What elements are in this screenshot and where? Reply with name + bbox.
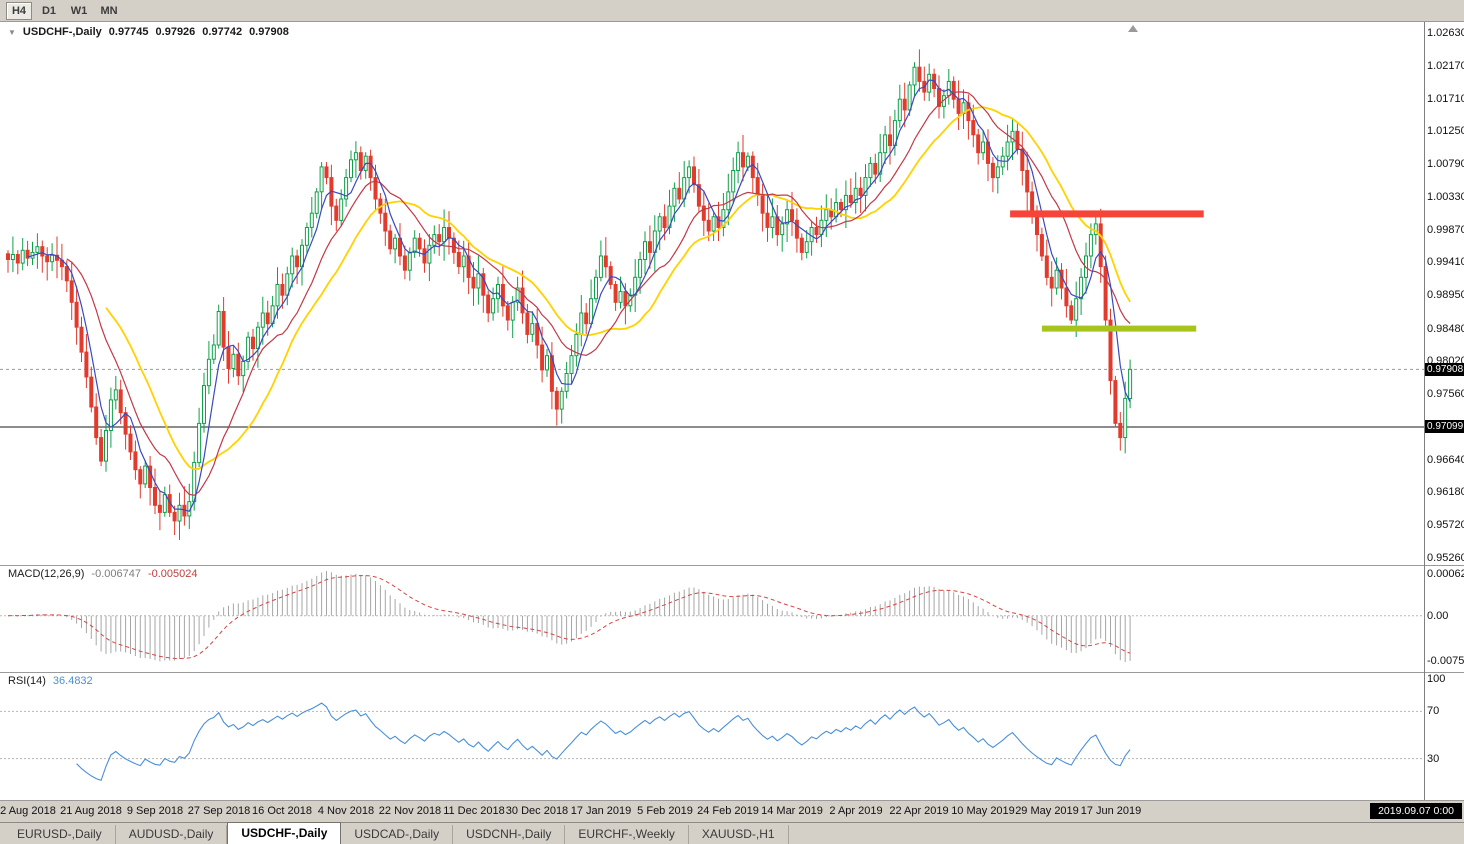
ma-fast-line bbox=[27, 79, 1131, 513]
rsi-axis-70: 70 bbox=[1427, 705, 1440, 717]
macd-chart[interactable] bbox=[0, 565, 1424, 672]
ma-mid-line bbox=[66, 91, 1131, 496]
rsi-axis-30: 30 bbox=[1427, 753, 1440, 765]
rsi-name: RSI(14) bbox=[8, 675, 46, 687]
macd-axis-max: 0.0006282 bbox=[1427, 568, 1464, 580]
current-price-badge: 0.97908 bbox=[1425, 363, 1464, 376]
macd-axis-min: -0.007542 bbox=[1427, 655, 1464, 667]
tab-usdcnh-daily[interactable]: USDCNH-,Daily bbox=[453, 825, 566, 844]
rsi-axis-100: 100 bbox=[1427, 673, 1446, 685]
rsi-line bbox=[76, 702, 1131, 781]
time-axis-label: 21 Aug 2018 bbox=[60, 805, 122, 817]
price-axis-label: 1.00790 bbox=[1427, 158, 1464, 170]
time-axis-divider bbox=[0, 800, 1464, 801]
price-axis-label: 0.95720 bbox=[1427, 519, 1464, 531]
time-axis-label: 22 Nov 2018 bbox=[378, 805, 442, 817]
tab-eurusd-daily[interactable]: EURUSD-,Daily bbox=[4, 825, 116, 844]
ohlc-low: 0.97742 bbox=[202, 26, 243, 38]
time-axis-label: 22 Apr 2019 bbox=[889, 805, 949, 817]
axis-separator bbox=[1424, 22, 1425, 801]
macd-signal-line bbox=[7, 575, 1131, 660]
price-axis-label: 0.99870 bbox=[1427, 224, 1464, 236]
price-axis-label: 0.96180 bbox=[1427, 486, 1464, 498]
support-price-badge: 0.97099 bbox=[1425, 420, 1464, 433]
one-click-trading-arrow-icon[interactable]: ▼ bbox=[8, 27, 16, 37]
price-axis-label: 0.95260 bbox=[1427, 552, 1464, 564]
price-axis-label: 0.98480 bbox=[1427, 323, 1464, 335]
ma-slow-line bbox=[105, 106, 1131, 471]
rsi-value: 36.4832 bbox=[52, 675, 93, 687]
time-axis-label: 30 Dec 2018 bbox=[505, 805, 569, 817]
rsi-chart[interactable] bbox=[0, 672, 1424, 800]
tab-usdcad-daily[interactable]: USDCAD-,Daily bbox=[341, 825, 454, 844]
time-axis-label: 17 Jan 2019 bbox=[570, 805, 632, 817]
macd-panel[interactable]: MACD(12,26,9) -0.006747 -0.005024 bbox=[0, 565, 1464, 672]
time-axis-label: 5 Feb 2019 bbox=[637, 805, 693, 817]
time-axis-label: 14 Mar 2019 bbox=[761, 805, 823, 817]
macd-main-value: -0.006747 bbox=[91, 568, 141, 580]
price-axis-label: 0.96640 bbox=[1427, 454, 1464, 466]
price-axis-label: 0.98950 bbox=[1427, 289, 1464, 301]
macd-signal-value: -0.005024 bbox=[147, 568, 198, 580]
time-axis-label: 4 Nov 2018 bbox=[317, 805, 375, 817]
price-axis-label: 0.97560 bbox=[1427, 388, 1464, 400]
timeframe-toolbar: H4 D1 W1 MN bbox=[0, 0, 1464, 21]
price-axis[interactable]: 0.97908 0.97099 1.02630 1.02170 1.01710 1.0… bbox=[1425, 22, 1464, 565]
chart-shift-marker-icon bbox=[1128, 25, 1138, 32]
macd-label: MACD(12,26,9) -0.006747 -0.005024 bbox=[8, 568, 198, 580]
resistance-line bbox=[1010, 210, 1204, 218]
price-axis-label: 1.01250 bbox=[1427, 125, 1464, 137]
time-axis-label: 27 Sep 2018 bbox=[187, 805, 251, 817]
time-axis-label: 29 May 2019 bbox=[1015, 805, 1079, 817]
macd-axis[interactable]: 0.0006282 0.00 -0.007542 bbox=[1425, 565, 1464, 672]
rsi-axis[interactable]: 100 70 30 bbox=[1425, 672, 1464, 800]
macd-name: MACD(12,26,9) bbox=[8, 568, 85, 580]
time-axis-label: 16 Oct 2018 bbox=[252, 805, 312, 817]
price-axis-label: 1.00330 bbox=[1427, 191, 1464, 203]
tab-audusd-daily[interactable]: AUDUSD-,Daily bbox=[116, 825, 228, 844]
ohlc-open: 0.97745 bbox=[108, 26, 149, 38]
time-axis-label: 2 Aug 2018 bbox=[0, 805, 56, 817]
timeframe-button-w1[interactable]: W1 bbox=[70, 4, 88, 17]
ohlc-header: ▼ USDCHF-,Daily 0.97745 0.97926 0.97742 … bbox=[8, 26, 289, 38]
tab-eurchf-weekly[interactable]: EURCHF-,Weekly bbox=[565, 825, 689, 844]
time-axis-label: 9 Sep 2018 bbox=[126, 805, 184, 817]
symbol-name: USDCHF-,Daily bbox=[22, 26, 102, 38]
price-axis-label: 1.01710 bbox=[1427, 93, 1464, 105]
tab-xauusd-h1[interactable]: XAUUSD-,H1 bbox=[689, 825, 789, 844]
time-axis-label: 10 May 2019 bbox=[951, 805, 1015, 817]
price-axis-label: 0.99410 bbox=[1427, 256, 1464, 268]
chart-tab-bar: EURUSD-,Daily AUDUSD-,Daily USDCHF-,Dail… bbox=[0, 822, 1464, 844]
support-line bbox=[1041, 325, 1197, 332]
time-axis-label: 17 Jun 2019 bbox=[1080, 805, 1142, 817]
price-axis-label: 1.02170 bbox=[1427, 60, 1464, 72]
rsi-panel[interactable]: RSI(14) 36.4832 bbox=[0, 672, 1464, 800]
price-axis-label: 1.02630 bbox=[1427, 27, 1464, 39]
tab-usdchf-daily[interactable]: USDCHF-,Daily bbox=[227, 822, 342, 844]
time-axis-label: 11 Dec 2018 bbox=[443, 805, 505, 817]
time-axis-label: 2 Apr 2019 bbox=[829, 805, 883, 817]
time-axis-label: 24 Feb 2019 bbox=[697, 805, 759, 817]
rsi-label: RSI(14) 36.4832 bbox=[8, 675, 93, 687]
candlestick-chart[interactable] bbox=[0, 22, 1424, 565]
time-axis[interactable]: 2019.09.07 0:00 2 Aug 2018 21 Aug 2018 9 S… bbox=[0, 801, 1464, 822]
toolbar-divider bbox=[0, 21, 1464, 22]
rsi-panel-divider bbox=[0, 672, 1464, 673]
macd-axis-zero: 0.00 bbox=[1427, 610, 1449, 622]
time-cursor-badge: 2019.09.07 0:00 bbox=[1370, 803, 1462, 819]
timeframe-button-d1[interactable]: D1 bbox=[41, 4, 57, 17]
price-panel[interactable]: ▼ USDCHF-,Daily 0.97745 0.97926 0.97742 … bbox=[0, 22, 1464, 565]
ohlc-high: 0.97926 bbox=[155, 26, 196, 38]
timeframe-button-mn[interactable]: MN bbox=[100, 4, 118, 17]
timeframe-button-h4[interactable]: H4 bbox=[6, 1, 32, 20]
macd-panel-divider bbox=[0, 565, 1464, 566]
ohlc-close: 0.97908 bbox=[249, 26, 289, 38]
